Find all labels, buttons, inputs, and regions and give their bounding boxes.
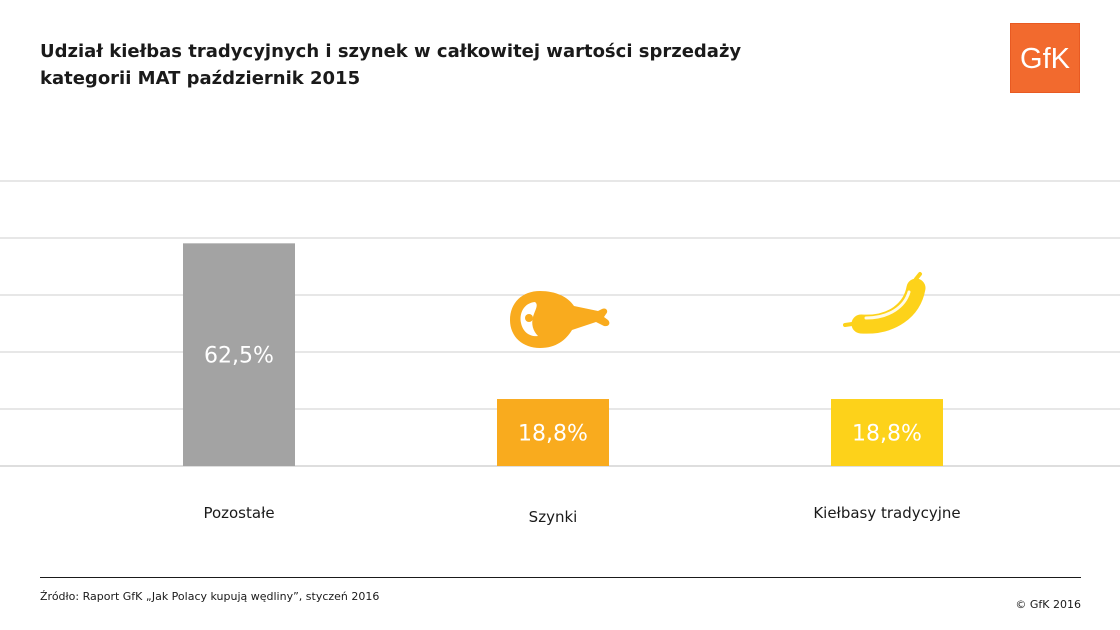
chart-title-line-1: Udział kiełbas tradycyjnych i szynek w c…	[40, 41, 742, 62]
sausage-highlight	[864, 290, 911, 320]
gfk-logo-mark: GfK	[1020, 43, 1071, 75]
data-label-2: 18,8%	[518, 422, 588, 447]
ham-bone-marrow	[525, 314, 533, 322]
gfk-logo-text: GfK	[1020, 43, 1071, 75]
chart-title: Udział kiełbas tradycyjnych i szynek w c…	[40, 38, 860, 92]
bar-3	[831, 399, 943, 466]
footer-divider	[40, 577, 1081, 578]
sausage-icon	[843, 272, 926, 334]
bar-chart: 62,5% Pozostałe 18,8% Szynki 18,8% Kiełbasy t…	[0, 180, 1120, 526]
source-note: Źródło: Raport GfK „Jak Polacy kupują wę…	[40, 590, 380, 603]
sausage-tips	[843, 272, 922, 327]
gfk-logo: GfK	[1010, 23, 1080, 93]
category-label-2: Szynki	[529, 508, 578, 526]
data-label-3: 18,8%	[852, 422, 922, 447]
bar-1	[183, 243, 295, 466]
ham-icon	[510, 291, 610, 348]
chart-title-line-2: kategorii MAT październik 2015	[40, 68, 361, 89]
category-label-1: Pozostałe	[203, 504, 274, 522]
data-label-1: 62,5%	[204, 344, 274, 369]
sausage-body	[851, 278, 926, 334]
category-label-3: Kiełbasy tradycyjne	[813, 504, 960, 522]
copyright-note: © GfK 2016	[1015, 598, 1081, 611]
bar-2	[497, 399, 609, 466]
